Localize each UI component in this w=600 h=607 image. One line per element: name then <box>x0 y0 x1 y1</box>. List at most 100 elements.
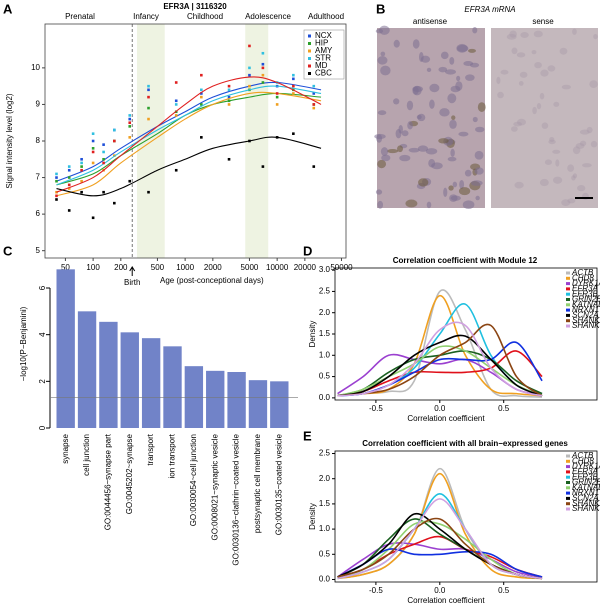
cell <box>407 121 413 130</box>
cell <box>377 159 387 169</box>
legend-swatch <box>566 454 570 458</box>
legend-swatch <box>308 34 311 38</box>
cell <box>450 148 455 157</box>
cell <box>496 76 501 85</box>
x-tick-label: 20000 <box>294 263 317 272</box>
cell <box>590 140 598 148</box>
bar <box>184 366 204 428</box>
legend-swatch <box>308 57 311 60</box>
data-point <box>102 161 105 165</box>
x-tick-label: GO:0008021~synaptic vesicle <box>210 433 219 540</box>
cell <box>511 47 518 55</box>
data-point <box>80 165 83 168</box>
data-point <box>174 168 178 172</box>
density-curve <box>337 498 543 580</box>
panel-title: EFR3A mRNA <box>464 5 515 14</box>
cell <box>553 101 560 107</box>
data-point <box>292 92 295 95</box>
legend-swatch <box>308 72 311 75</box>
data-point <box>147 84 150 88</box>
legend-label: ACTB <box>571 451 594 460</box>
data-point <box>261 62 265 66</box>
cell <box>374 133 386 140</box>
y-tick-label: 2.5 <box>319 287 331 296</box>
legend-label: EFR3B <box>572 289 598 298</box>
cell <box>438 138 449 144</box>
data-point <box>312 165 316 168</box>
data-point <box>102 190 105 194</box>
cell <box>416 114 422 120</box>
legend-label: SHANK3 <box>572 504 600 513</box>
cell <box>544 159 552 165</box>
data-point <box>292 132 295 135</box>
y-tick-label: 4 <box>38 332 47 337</box>
data-point <box>102 157 105 161</box>
data-point <box>128 136 132 139</box>
data-point <box>275 95 279 99</box>
legend-label: MD <box>315 61 328 70</box>
legend-label: DYRK1A <box>572 279 600 288</box>
legend-box <box>303 29 345 80</box>
cell <box>457 44 469 52</box>
x-tick-label: 0.5 <box>498 586 510 595</box>
cell <box>458 131 469 137</box>
panel-label: A <box>3 1 13 16</box>
data-point <box>147 88 150 92</box>
density-curve <box>337 472 543 580</box>
cell <box>447 156 457 162</box>
data-point <box>174 114 178 117</box>
x-tick-label: synapse <box>61 433 70 463</box>
cell <box>547 65 556 72</box>
legend-swatch <box>566 465 570 469</box>
cell <box>539 92 545 100</box>
cell <box>408 147 420 153</box>
x-tick-label: -0.5 <box>369 586 383 595</box>
y-tick-label: 5 <box>36 246 41 255</box>
x-tick-label: 100 <box>86 263 100 272</box>
legend-label: CHD8 <box>572 456 594 465</box>
panel-label: B <box>376 1 385 16</box>
x-tick-label: 2000 <box>204 263 222 272</box>
legend-swatch <box>308 49 311 53</box>
cell <box>448 185 454 191</box>
data-point <box>312 103 316 106</box>
data-point <box>227 95 231 99</box>
cell <box>429 99 435 109</box>
cell <box>443 187 448 197</box>
x-tick-label: GO:0044456~synapse part <box>104 433 113 530</box>
legend-label: EFR3A <box>572 284 598 293</box>
y-tick-label: 1.0 <box>319 350 331 359</box>
legend-swatch <box>566 486 570 490</box>
y-axis-label: Density <box>308 321 317 348</box>
y-tick-label: 0.5 <box>319 549 331 558</box>
cell <box>555 159 560 167</box>
density-curve <box>337 542 543 578</box>
cell <box>420 55 431 63</box>
legend-label: AMY <box>315 46 333 55</box>
data-point <box>128 114 132 117</box>
y-tick-label: 2.5 <box>319 449 331 458</box>
legend-swatch <box>566 276 570 280</box>
legend-swatch <box>566 319 570 323</box>
fit-curve <box>56 136 322 197</box>
cell <box>500 69 509 75</box>
cell <box>418 178 429 187</box>
cell <box>539 178 549 187</box>
x-axis-label: Age (post-conceptional days) <box>160 276 264 285</box>
cell <box>582 163 592 168</box>
cell <box>516 118 526 126</box>
cell <box>553 176 563 184</box>
legend-label: EFR3B <box>572 472 598 481</box>
bar <box>99 321 118 428</box>
cell <box>552 149 561 154</box>
data-point <box>200 88 203 92</box>
stage-label: Childhood <box>187 12 223 21</box>
fit-curve <box>56 91 322 197</box>
stage-label: Adulthood <box>308 12 344 21</box>
data-point <box>55 194 58 198</box>
data-point <box>312 106 316 110</box>
cell <box>456 75 461 82</box>
x-tick-label: ion transport <box>168 433 177 478</box>
data-point <box>147 95 150 99</box>
cell <box>572 28 577 35</box>
